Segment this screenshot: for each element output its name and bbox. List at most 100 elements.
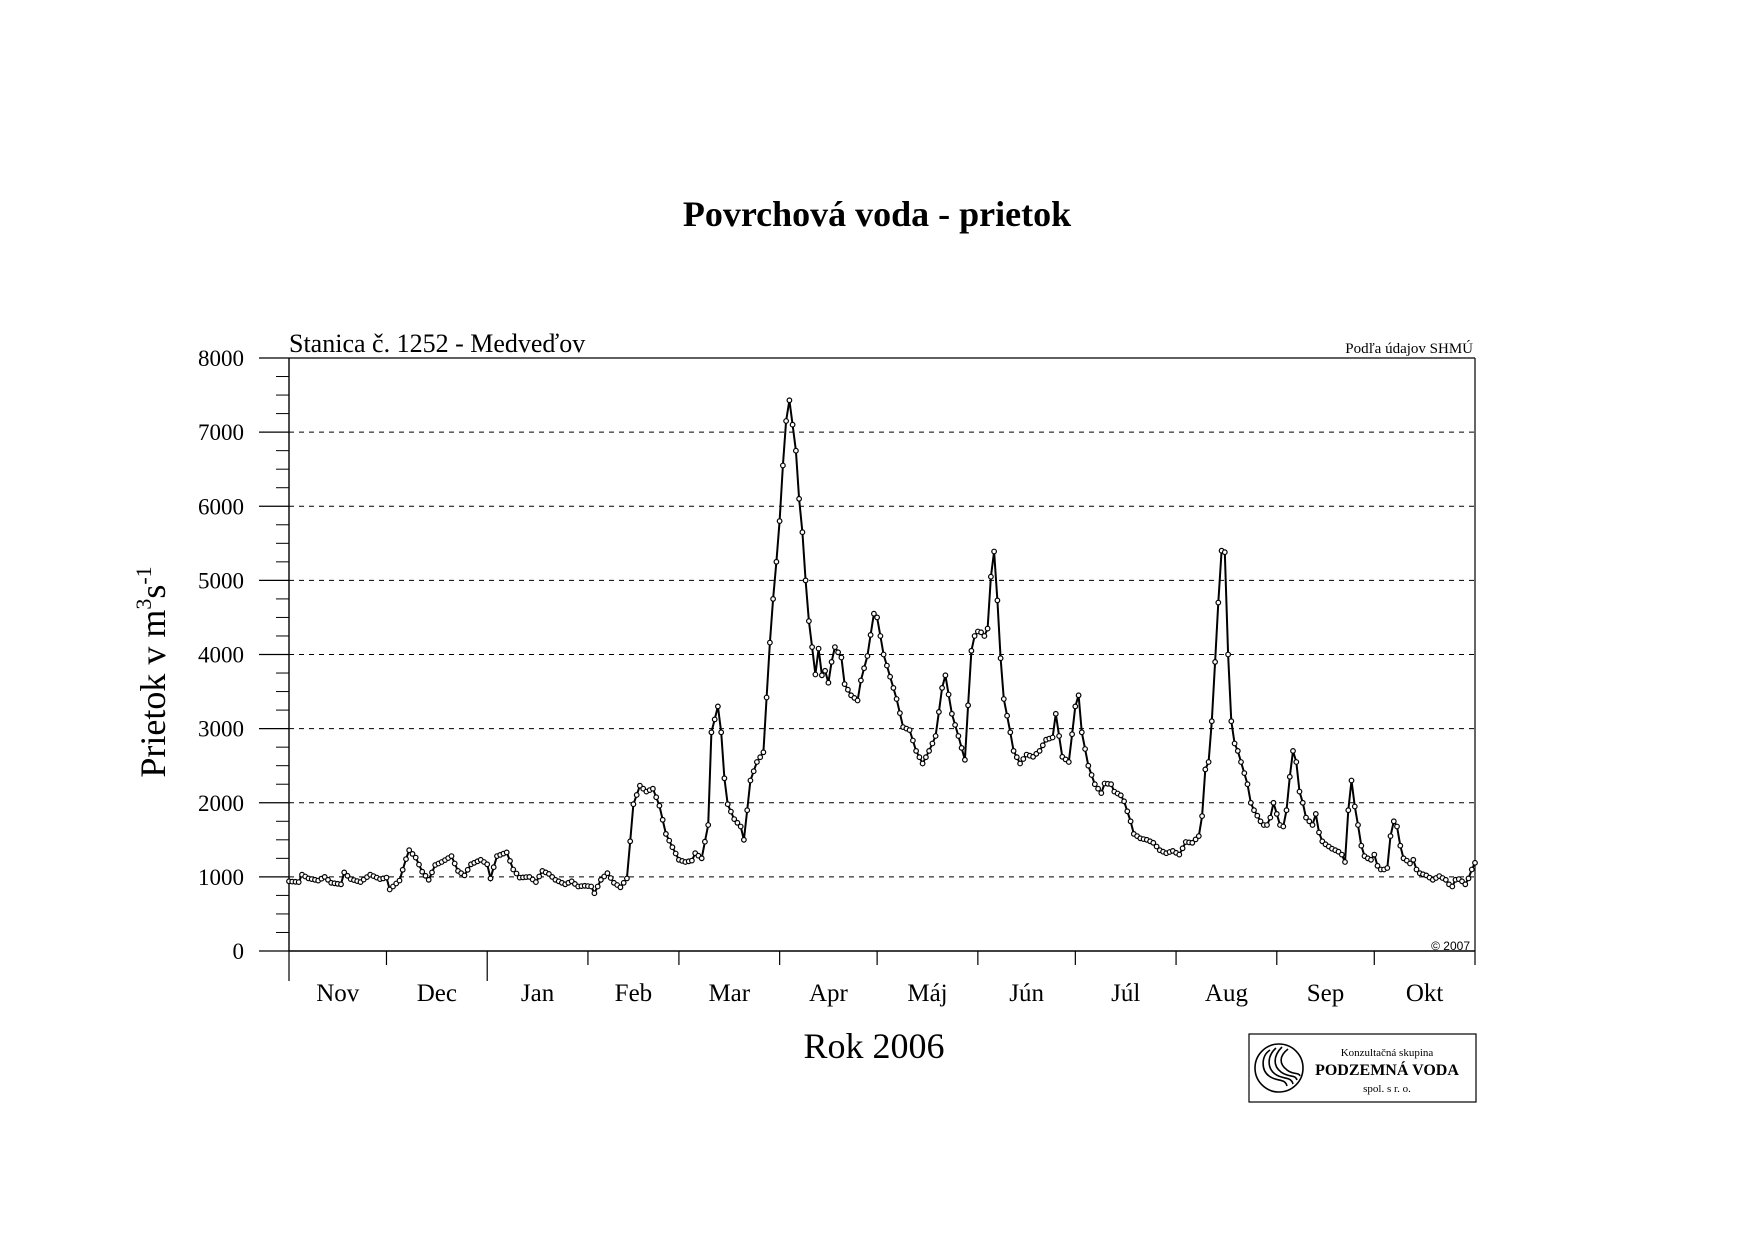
data-point: [1264, 822, 1270, 828]
data-point: [780, 462, 786, 469]
data-point: [893, 696, 900, 702]
data-point: [1231, 740, 1238, 747]
data-point: [1442, 876, 1449, 883]
copyright-note: © 2007: [1431, 939, 1470, 953]
data-point: [1283, 807, 1290, 814]
data-point: [741, 836, 747, 843]
y-tick-label: 2000: [198, 791, 244, 816]
data-point: [858, 677, 864, 684]
data-point: [1049, 734, 1056, 741]
page-title: Povrchová voda - prietok: [683, 194, 1071, 234]
data-point: [981, 633, 988, 639]
data-point: [997, 655, 1004, 662]
data-point: [1228, 718, 1235, 725]
data-point: [536, 873, 543, 880]
data-point: [656, 802, 663, 809]
data-point: [1468, 866, 1475, 873]
data-point: [880, 651, 887, 658]
data-point: [1189, 839, 1196, 846]
data-point: [1199, 813, 1205, 819]
data-point: [965, 702, 971, 709]
x-tick-label-month: Aug: [1205, 980, 1249, 1007]
data-point: [1082, 746, 1088, 752]
data-point: [594, 883, 601, 890]
y-tick-label: 7000: [198, 420, 244, 445]
y-tick-labels: 0 1000 2000 3000 4000 5000 6000 7000 8000: [198, 346, 244, 964]
data-point: [1056, 733, 1062, 739]
data-point: [708, 729, 715, 736]
data-point: [620, 879, 627, 886]
data-point: [617, 884, 624, 891]
data-point: [1091, 781, 1098, 788]
data-point: [770, 596, 776, 602]
y-axis-title-sup2: -1: [131, 566, 156, 584]
data-point: [890, 685, 897, 691]
data-point: [939, 685, 945, 691]
x-tick-label-month: Júl: [1111, 980, 1140, 1007]
y-axis-title-sup1: 3: [131, 599, 156, 610]
data-point: [1472, 859, 1478, 866]
data-point: [1462, 881, 1469, 888]
data-point: [724, 801, 731, 808]
x-tick-labels: Nov Dec Jan Feb Mar Apr Máj Jún Júl Aug Sep Okt: [316, 980, 1443, 1007]
data-point: [448, 853, 455, 859]
data-point: [341, 869, 348, 876]
data-point: [461, 872, 468, 879]
x-tick-label-month: Nov: [316, 980, 360, 1007]
data-point: [906, 727, 913, 733]
data-point: [1303, 814, 1309, 821]
data-point: [588, 883, 595, 890]
data-point: [624, 875, 630, 882]
data-point: [1286, 773, 1293, 780]
data-point: [666, 837, 673, 844]
data-point: [1065, 759, 1072, 765]
data-point: [1374, 862, 1381, 869]
data-point: [1384, 865, 1391, 871]
data-point: [721, 775, 728, 782]
data-point: [1371, 851, 1378, 858]
data-point: [1098, 790, 1105, 796]
data-point: [835, 649, 841, 656]
data-point: [412, 854, 419, 861]
data-point: [1225, 651, 1231, 658]
data-point: [812, 671, 819, 678]
data-point: [702, 838, 708, 845]
data-point: [864, 653, 871, 659]
data-point: [1179, 845, 1186, 852]
y-tick-label: 5000: [198, 568, 244, 593]
y-tick-label: 0: [233, 939, 245, 964]
data-point: [731, 816, 738, 822]
data-point: [991, 548, 997, 555]
x-axis-title: Rok 2006: [803, 1026, 944, 1066]
data-point: [698, 855, 705, 862]
data-point: [1039, 742, 1046, 749]
data-point: [338, 881, 344, 888]
data-point: [598, 876, 604, 883]
data-point: [383, 874, 390, 881]
data-point: [867, 632, 874, 638]
data-points: [286, 397, 1478, 897]
data-point: [487, 875, 494, 882]
data-point: [1410, 856, 1417, 863]
data-point: [757, 754, 764, 761]
data-point: [744, 807, 751, 814]
data-point: [747, 777, 754, 784]
data-point: [988, 573, 994, 580]
data-point: [1010, 748, 1017, 754]
x-tick-label-month: Máj: [907, 980, 947, 1007]
data-point: [422, 872, 429, 879]
data-point: [1095, 785, 1101, 792]
data-point: [1007, 729, 1014, 736]
logo-line3: spol. s r. o.: [1363, 1083, 1411, 1095]
data-point: [409, 851, 416, 857]
data-point: [1351, 803, 1358, 810]
y-axis-title-mid: s: [133, 585, 173, 599]
data-point: [1205, 759, 1212, 765]
data-point: [1280, 823, 1287, 830]
data-point: [1358, 842, 1365, 849]
x-tick-label-month: Mar: [708, 980, 750, 1007]
data-point: [728, 808, 734, 815]
data-point: [806, 618, 812, 624]
data-point: [737, 823, 744, 830]
source-note: Podľa údajov SHMÚ: [1345, 340, 1473, 357]
